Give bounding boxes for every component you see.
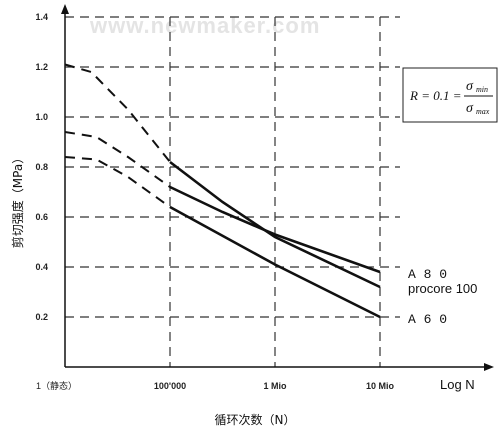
x-tick-label-0: 1（静态） — [36, 380, 77, 391]
axes — [61, 4, 494, 371]
grid — [65, 16, 400, 367]
series-1-solid — [169, 185, 381, 274]
series-lines — [64, 63, 381, 319]
y-tick-label-0: 0.2 — [35, 312, 48, 322]
series-0-dashed — [64, 63, 171, 163]
series-label-1: A 8 0 — [408, 267, 447, 282]
y-axis-arrow — [61, 4, 69, 14]
y-tick-label-3: 0.8 — [35, 162, 48, 172]
y-axis-title: 剪切强度（MPa） — [10, 152, 25, 248]
series-2-solid — [169, 205, 381, 319]
x-tick-label-2: 1 Mio — [263, 381, 287, 391]
y-tick-labels: 0.2 0.4 0.6 0.8 1.0 1.2 1.4 — [35, 12, 48, 322]
x-tick-labels: 1（静态） 100'000 1 Mio 10 Mio — [36, 380, 395, 391]
y-tick-label-6: 1.4 — [35, 12, 48, 22]
y-tick-label-1: 0.4 — [35, 262, 48, 272]
formula-num: σ — [466, 79, 474, 94]
series-label-2: A 6 0 — [408, 312, 447, 327]
x-axis-title: 循环次数（N） — [215, 412, 296, 427]
x-axis-arrow — [484, 363, 494, 371]
series-0-solid — [169, 160, 381, 289]
formula-lhs: R = 0.1 = — [409, 88, 462, 103]
formula-den-sub: max — [476, 107, 490, 116]
x-tick-label-1: 100'000 — [154, 381, 186, 391]
series-2-dashed — [64, 156, 171, 208]
y-tick-label-2: 0.6 — [35, 212, 48, 222]
formula-num-sub: min — [476, 85, 488, 94]
y-tick-label-5: 1.2 — [35, 62, 48, 72]
series-label-0: procore 100 — [408, 281, 477, 296]
x-scale-label: Log N — [440, 377, 475, 392]
series-1-dashed — [64, 131, 171, 188]
y-tick-label-4: 1.0 — [35, 112, 48, 122]
x-tick-label-3: 10 Mio — [366, 381, 395, 391]
formula-den: σ — [466, 101, 474, 116]
formula-box: R = 0.1 = σ min σ max — [402, 67, 498, 123]
